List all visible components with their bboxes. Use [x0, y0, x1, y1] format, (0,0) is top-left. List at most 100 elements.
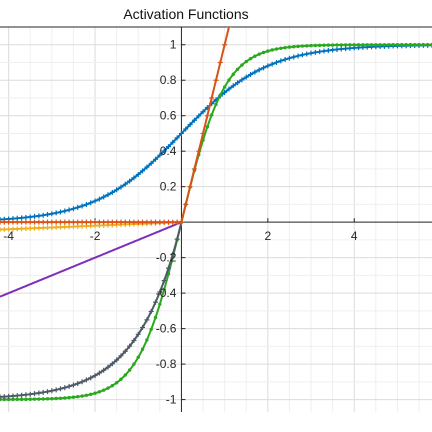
- series-marker: [53, 387, 59, 393]
- series-marker: [165, 219, 171, 225]
- series-marker: [261, 65, 267, 71]
- series-marker: [204, 113, 210, 119]
- series-marker: [27, 219, 33, 225]
- series-marker: [191, 166, 197, 172]
- series-marker: [183, 201, 189, 207]
- series-marker: [123, 373, 127, 377]
- series-marker: [395, 43, 400, 47]
- series-marker: [66, 219, 72, 225]
- series-marker: [40, 219, 46, 225]
- series-marker: [127, 368, 132, 372]
- series-marker: [304, 51, 310, 57]
- series-marker: [62, 208, 68, 214]
- x-tick-label: 2: [264, 229, 271, 243]
- series-marker: [36, 219, 42, 225]
- series-marker: [109, 361, 115, 367]
- series-marker: [131, 175, 137, 181]
- series-marker: [187, 184, 193, 190]
- series-marker: [70, 382, 76, 388]
- series-marker: [170, 139, 176, 145]
- series-marker: [50, 397, 54, 401]
- series-marker: [32, 219, 38, 225]
- series-marker: [382, 43, 387, 47]
- series-marker: [36, 390, 42, 396]
- series-marker: [334, 46, 340, 52]
- series-marker: [101, 367, 107, 373]
- series-marker: [196, 148, 202, 154]
- series-marker: [136, 355, 140, 359]
- series-marker: [122, 181, 128, 187]
- series-marker: [183, 126, 189, 132]
- series-marker: [118, 219, 124, 225]
- series-marker: [352, 43, 356, 47]
- series-marker: [70, 206, 76, 212]
- series-marker: [40, 389, 46, 395]
- series-marker: [153, 299, 159, 305]
- series-marker: [148, 219, 154, 225]
- series-marker: [417, 43, 421, 47]
- series-marker: [165, 265, 171, 271]
- series-marker: [227, 78, 231, 82]
- series-marker: [200, 109, 206, 115]
- series-marker: [282, 56, 288, 62]
- series-marker: [1, 394, 7, 400]
- series-marker: [23, 214, 29, 220]
- series-marker: [19, 392, 25, 398]
- series-line-path: [0, 27, 230, 224]
- series-marker: [148, 160, 154, 166]
- series-marker: [101, 388, 106, 392]
- series-marker: [109, 189, 115, 195]
- series-marker: [96, 219, 102, 225]
- series-marker: [235, 80, 241, 86]
- series-marker: [80, 394, 84, 398]
- series-marker: [321, 48, 327, 54]
- series-marker: [122, 219, 128, 225]
- series-marker: [131, 338, 137, 344]
- series-marker: [300, 44, 305, 48]
- series-line-path: [0, 221, 183, 398]
- series-marker: [0, 394, 3, 400]
- series-marker: [144, 317, 150, 323]
- series-marker: [240, 63, 244, 67]
- series-marker: [89, 392, 93, 397]
- series-marker: [114, 187, 120, 193]
- series-marker: [226, 86, 232, 92]
- series-marker: [140, 219, 146, 225]
- series-marker: [101, 194, 107, 200]
- series-marker: [187, 122, 193, 128]
- series-marker: [10, 219, 16, 225]
- series-marker: [292, 44, 296, 49]
- y-tick-label: 0.6: [160, 109, 177, 123]
- series-marker: [92, 219, 98, 225]
- series-marker: [11, 397, 15, 402]
- series-marker: [161, 148, 167, 154]
- series-marker: [170, 251, 176, 257]
- series-marker: [308, 50, 314, 56]
- series-marker: [6, 393, 12, 399]
- y-tick-label: 1: [170, 38, 177, 52]
- series-marker: [41, 397, 45, 401]
- series-marker: [153, 315, 158, 320]
- series-marker: [92, 198, 98, 204]
- series-marker: [37, 397, 41, 401]
- series-marker: [6, 226, 12, 232]
- series-marker: [70, 224, 76, 230]
- series-marker: [93, 391, 97, 395]
- series-leaky-line: [0, 221, 182, 298]
- series-marker: [19, 226, 25, 232]
- series-marker: [15, 397, 19, 402]
- series-marker: [0, 219, 3, 225]
- series-marker: [1, 226, 7, 232]
- series-marker: [40, 225, 46, 231]
- series-marker: [114, 219, 120, 225]
- series-marker: [144, 164, 150, 170]
- series-marker: [244, 59, 248, 64]
- series-marker: [14, 219, 20, 225]
- series-marker: [53, 224, 59, 230]
- series-marker: [110, 383, 115, 388]
- series-marker: [265, 63, 271, 69]
- series-marker: [14, 226, 20, 232]
- series-marker: [257, 52, 261, 56]
- series-marker: [161, 219, 167, 225]
